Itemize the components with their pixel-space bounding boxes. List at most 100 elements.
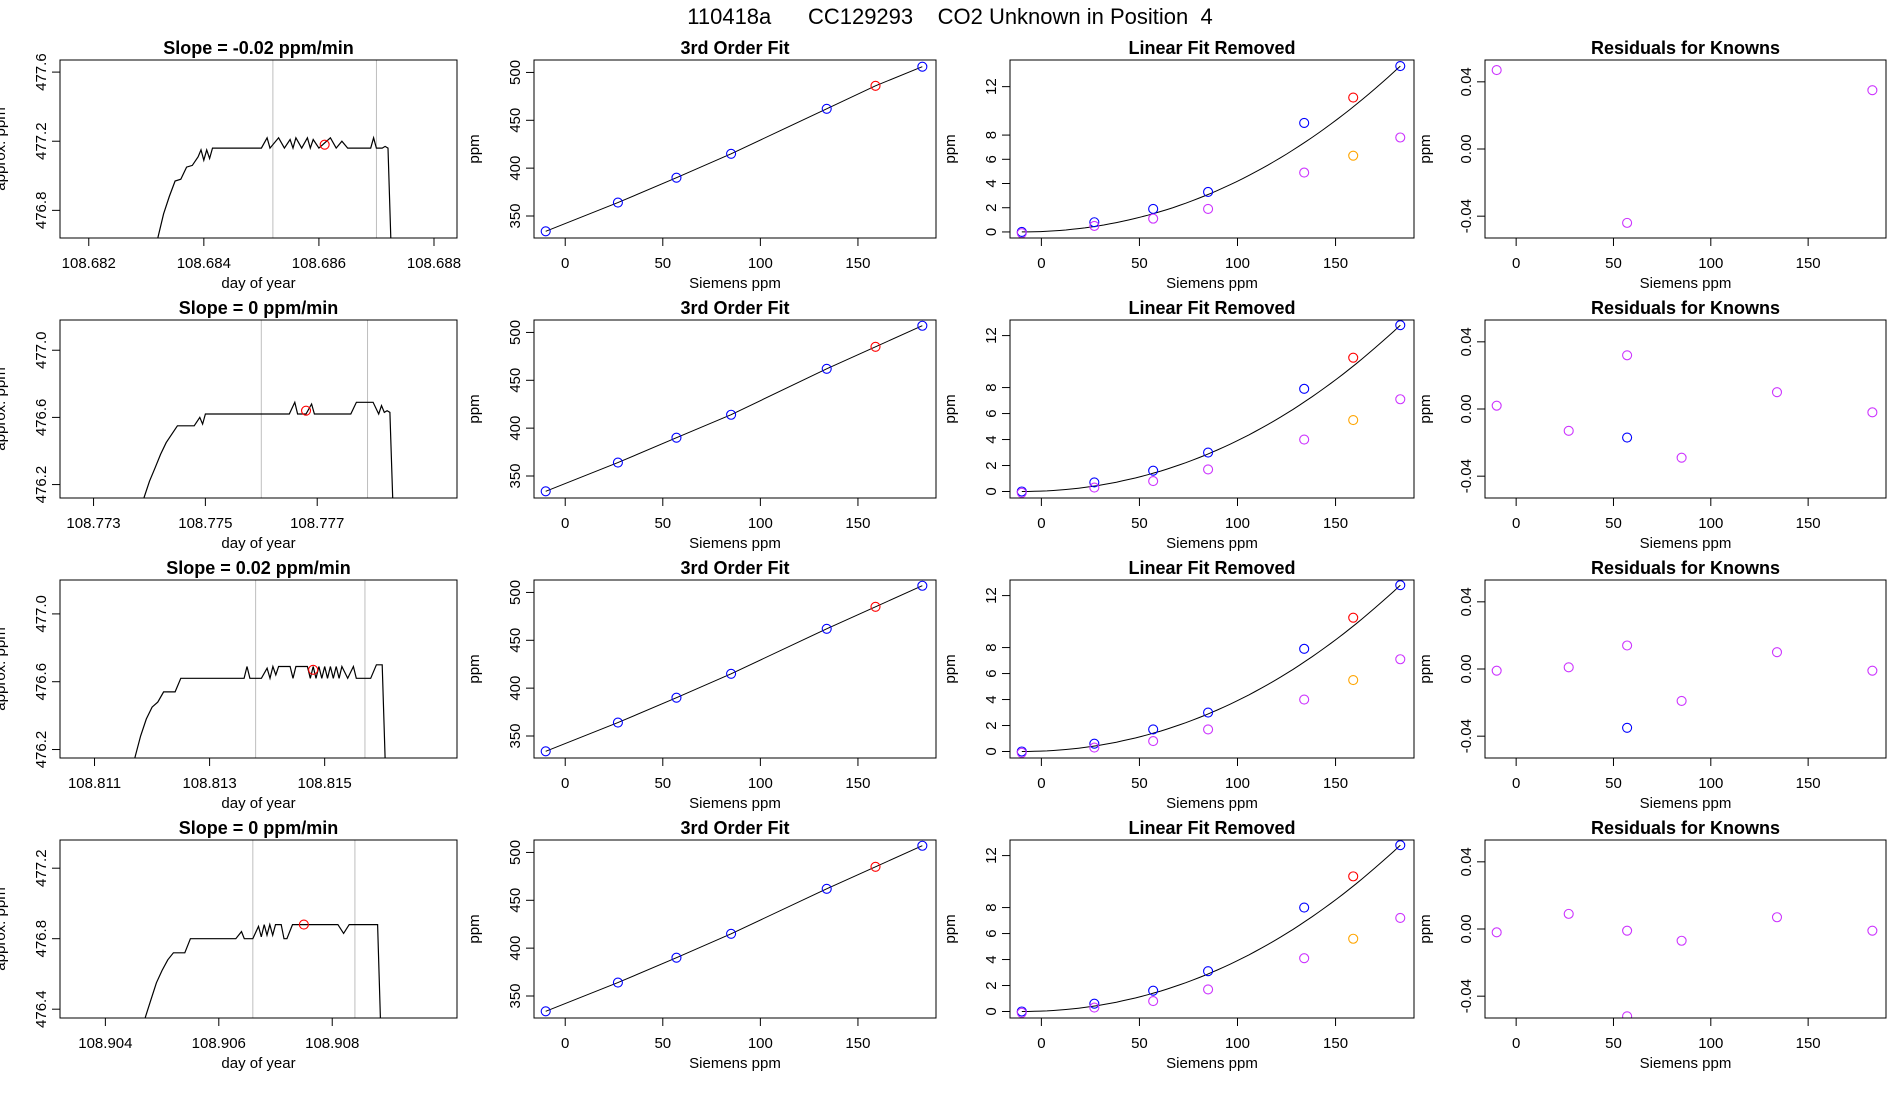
data-point — [1563, 425, 1574, 436]
x-tick-label: 0 — [1037, 1035, 1045, 1052]
data-point — [1089, 477, 1100, 488]
data-point — [1203, 707, 1214, 718]
data-point — [1622, 350, 1633, 361]
y-tick-label: 2 — [983, 981, 1000, 989]
fit-curve — [545, 325, 923, 492]
y-tick-label: 0.04 — [1458, 327, 1475, 356]
data-point — [540, 1006, 551, 1017]
data-point — [1299, 902, 1310, 913]
x-tick-label: 50 — [1131, 255, 1148, 272]
chart-title: Residuals for Knowns — [1591, 38, 1780, 58]
x-tick-label: 100 — [1698, 255, 1723, 272]
y-tick-label: 450 — [507, 108, 524, 133]
x-tick-label: 50 — [1605, 775, 1622, 792]
y-tick-label: 476.6 — [33, 663, 50, 701]
data-point — [1395, 394, 1406, 405]
plot-frame — [1484, 579, 1887, 759]
data-point — [726, 409, 737, 420]
chart-title: Slope = 0 ppm/min — [179, 298, 339, 318]
x-tick-label: 150 — [1796, 255, 1821, 272]
data-point — [1395, 654, 1406, 665]
data-point — [870, 861, 881, 872]
chart-title: Residuals for Knowns — [1591, 558, 1780, 578]
y-tick-label: 350 — [507, 983, 524, 1008]
y-tick-label: 8 — [983, 903, 1000, 911]
x-tick-label: 108.775 — [178, 515, 232, 532]
x-axis-label: Siemens ppm — [1640, 1055, 1732, 1072]
data-point — [821, 623, 832, 634]
chart-panel-7: Linear Fit Removed Siemens ppm ppm 0 50 100 15… — [942, 298, 1415, 552]
y-tick-label: 477.0 — [33, 595, 50, 633]
data-point — [1016, 1007, 1027, 1018]
x-tick-label: 100 — [1698, 1035, 1723, 1052]
y-tick-label: 0.00 — [1458, 134, 1475, 163]
data-point — [1395, 912, 1406, 924]
data-point — [540, 226, 551, 237]
data-point — [1395, 840, 1406, 851]
chart-title: 3rd Order Fit — [680, 38, 789, 58]
y-tick-label: 2 — [983, 461, 1000, 469]
x-tick-label: 0 — [1512, 515, 1520, 532]
x-tick-label: 108.811 — [68, 775, 121, 792]
data-point — [1299, 383, 1310, 394]
data-point — [1622, 925, 1633, 936]
data-point — [1203, 984, 1214, 995]
chart-title: Residuals for Knowns — [1591, 298, 1780, 318]
data-point — [308, 664, 319, 675]
y-tick-label: 476.2 — [33, 466, 50, 504]
data-point — [1676, 695, 1687, 706]
y-tick-label: 400 — [507, 156, 524, 181]
x-tick-label: 50 — [654, 775, 671, 792]
data-point — [1395, 580, 1406, 591]
y-tick-label: 6 — [983, 409, 1000, 417]
x-tick-label: 108.777 — [290, 515, 344, 532]
data-point — [1491, 65, 1502, 76]
data-point — [1491, 927, 1502, 938]
data-point — [671, 172, 682, 183]
y-axis-label: ppm — [942, 134, 959, 163]
data-point — [917, 840, 928, 851]
x-tick-label: 150 — [1796, 775, 1821, 792]
x-axis-label: Siemens ppm — [1166, 1055, 1258, 1072]
y-tick-label: 0 — [983, 747, 1000, 755]
x-tick-label: 0 — [1512, 255, 1520, 272]
y-tick-label: 8 — [983, 383, 1000, 391]
x-tick-label: 150 — [845, 255, 870, 272]
series-line — [144, 922, 381, 1018]
y-tick-label: 500 — [507, 60, 524, 85]
x-tick-label: 100 — [748, 255, 773, 272]
x-tick-label: 108.688 — [407, 255, 461, 272]
y-axis-label: ppm — [1417, 394, 1434, 423]
x-tick-label: 0 — [561, 255, 569, 272]
data-point — [1203, 966, 1214, 977]
x-axis-label: Siemens ppm — [689, 1055, 781, 1072]
data-point — [821, 363, 832, 374]
y-tick-label: 6 — [983, 669, 1000, 677]
data-point — [917, 61, 928, 72]
data-point — [1563, 908, 1574, 919]
y-tick-label: 477.2 — [33, 849, 50, 887]
y-tick-label: 400 — [507, 936, 524, 961]
data-point — [1771, 387, 1783, 398]
y-axis-label: approx. ppm — [0, 107, 9, 190]
plot-frame — [1009, 579, 1415, 759]
y-tick-label: 2 — [983, 721, 1000, 729]
x-axis-label: Siemens ppm — [689, 535, 781, 552]
data-point — [1491, 400, 1502, 411]
chart-title: 3rd Order Fit — [680, 558, 789, 578]
data-point — [1622, 1011, 1633, 1018]
x-axis-label: day of year — [221, 1055, 295, 1072]
data-point — [1622, 640, 1633, 651]
data-point — [1348, 871, 1359, 882]
x-tick-label: 50 — [654, 515, 671, 532]
y-tick-label: 476.6 — [33, 399, 50, 437]
y-tick-label: 0 — [983, 228, 1000, 236]
data-point — [1348, 150, 1359, 161]
plot-frame — [59, 59, 458, 239]
x-tick-label: 108.813 — [182, 775, 236, 792]
plot-area — [540, 320, 928, 497]
x-tick-label: 100 — [748, 1035, 773, 1052]
y-tick-label: 4 — [983, 695, 1000, 703]
data-point — [1348, 933, 1359, 944]
data-point — [1299, 167, 1310, 178]
